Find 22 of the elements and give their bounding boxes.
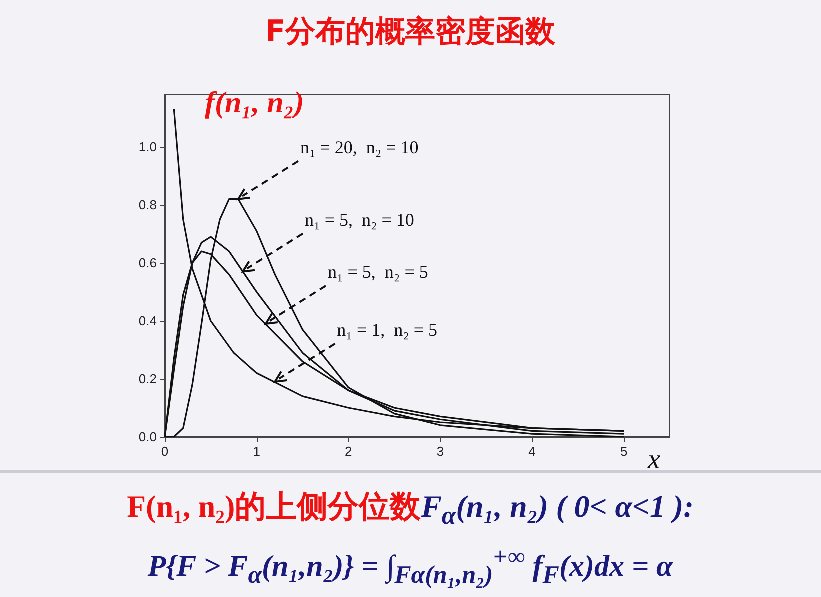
y-tick-label: 0.4 bbox=[138, 314, 157, 329]
text: F$_{α}$(n₁, n₂) ( 0< α<1 ): bbox=[421, 488, 694, 532]
x-tick-label: 4 bbox=[528, 444, 536, 459]
x-tick-label: 2 bbox=[345, 444, 352, 459]
annotation: n₁ = 5, n₂ = 10 bbox=[305, 210, 414, 230]
x-axis-title: x bbox=[647, 444, 661, 476]
y-tick-label: 1.0 bbox=[138, 140, 157, 155]
y-tick-label: 0.6 bbox=[138, 256, 157, 271]
annotation: n₁ = 1, n₂ = 5 bbox=[337, 320, 438, 340]
x-tick-label: 0 bbox=[161, 444, 169, 459]
x-tick-label: 5 bbox=[620, 444, 628, 459]
text: P{F > F$_{α}$(n₁,n₂)} = ∫$_{Fα(n₁,n₂)}$$^{+∞}$ f$_{F}$(x)dx = α bbox=[146, 544, 674, 590]
y-axis-title: f(n₁, n₂) bbox=[205, 86, 304, 120]
y-tick-label: 0.0 bbox=[138, 430, 157, 444]
x-tick-label: 1 bbox=[253, 444, 260, 459]
text: F(n₁, n₂)的上侧分位数 bbox=[127, 488, 422, 526]
chart-title: F分布的概率密度函数 bbox=[265, 14, 557, 50]
x-tick-label: 3 bbox=[436, 444, 444, 459]
y-tick-label: 0.8 bbox=[138, 198, 157, 213]
y-tick-label: 0.2 bbox=[138, 372, 157, 387]
annotation: n₁ = 20, n₂ = 10 bbox=[300, 137, 419, 158]
annotation: n₁ = 5, n₂ = 5 bbox=[328, 262, 428, 282]
